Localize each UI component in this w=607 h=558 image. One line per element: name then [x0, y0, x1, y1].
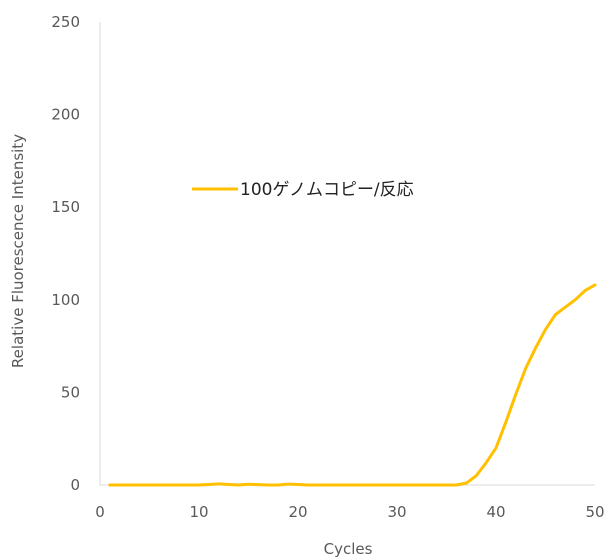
- x-tick-label: 0: [95, 503, 105, 521]
- legend: 100ゲノムコピー/反応: [192, 180, 414, 200]
- x-tick-label: 10: [189, 503, 208, 521]
- y-tick-label: 100: [51, 291, 80, 309]
- y-axis-title: Relative Fluorescence Intensity: [9, 134, 27, 368]
- x-tick-labels: 0 10 20 30 40 50: [95, 503, 604, 521]
- y-tick-label: 200: [51, 106, 80, 124]
- x-tick-label: 50: [585, 503, 604, 521]
- legend-label: 100ゲノムコピー/反応: [240, 180, 414, 200]
- y-tick-label: 250: [51, 13, 80, 31]
- y-tick-label: 0: [70, 476, 80, 494]
- series-line: [108, 283, 597, 487]
- x-axis-title: Cycles: [324, 540, 373, 558]
- y-tick-label: 50: [61, 383, 80, 401]
- x-tick-label: 30: [387, 503, 406, 521]
- x-tick-label: 40: [486, 503, 505, 521]
- x-tick-label: 20: [288, 503, 307, 521]
- y-tick-label: 150: [51, 198, 80, 216]
- y-tick-labels: 0 50 100 150 200 250: [51, 13, 80, 494]
- series-lines: [108, 283, 597, 487]
